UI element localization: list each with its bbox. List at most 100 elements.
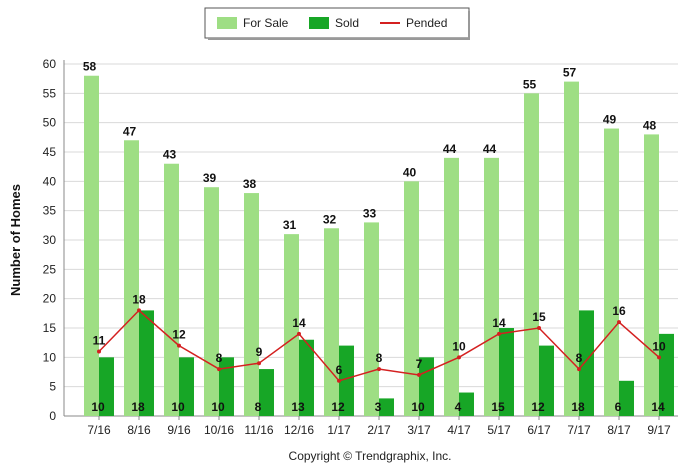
x-tick-label: 10/16 (204, 423, 234, 437)
data-label-pended: 11 (93, 333, 106, 347)
bar-sold (259, 369, 274, 416)
legend-swatch-for-sale (217, 17, 237, 29)
x-tick-label: 8/17 (607, 423, 631, 437)
pended-line-group (97, 308, 661, 383)
data-label-for-sale: 38 (243, 177, 257, 191)
bar-for-sale (204, 187, 219, 416)
legend: For Sale Sold Pended (204, 7, 470, 40)
data-label-pended: 14 (492, 316, 506, 330)
data-label-pended: 10 (652, 339, 666, 353)
data-label-sold: 10 (171, 400, 185, 414)
x-tick-label: 8/16 (127, 423, 151, 437)
pended-point (417, 372, 421, 377)
data-label-for-sale: 47 (123, 124, 137, 138)
y-tick-label: 15 (43, 321, 57, 335)
bar-sold (579, 310, 594, 416)
data-label-for-sale: 43 (163, 148, 177, 162)
legend-label-for-sale: For Sale (243, 16, 289, 30)
data-label-sold: 6 (615, 400, 622, 414)
bar-for-sale (604, 128, 619, 417)
bar-for-sale (84, 75, 99, 416)
data-label-sold: 10 (91, 400, 105, 414)
data-label-sold: 10 (411, 400, 425, 414)
bar-sold (659, 333, 674, 416)
y-tick-label: 30 (43, 233, 57, 247)
bar-sold (299, 339, 314, 416)
data-label-for-sale: 55 (523, 77, 537, 91)
legend-shadow (468, 11, 470, 40)
legend-shadow-bottom (208, 38, 470, 40)
bar-sold (499, 328, 514, 416)
copyright-text: Copyright © Trendgraphix, Inc. (289, 449, 452, 463)
data-label-sold: 3 (375, 400, 382, 414)
bar-for-sale (284, 234, 299, 416)
data-label-pended: 6 (336, 363, 343, 377)
bar-sold (539, 345, 554, 416)
data-label-sold: 18 (131, 400, 145, 414)
pended-point (217, 367, 221, 372)
data-label-for-sale: 49 (603, 113, 617, 127)
y-tick-label: 25 (43, 262, 57, 276)
bar-sold (339, 345, 354, 416)
data-label-pended: 15 (532, 310, 546, 324)
x-tick-label: 5/17 (487, 423, 511, 437)
y-tick-label: 50 (43, 116, 57, 130)
bar-for-sale (324, 228, 339, 416)
pended-point (297, 331, 301, 336)
data-label-pended: 10 (452, 339, 466, 353)
x-tick-label: 12/16 (284, 423, 314, 437)
data-label-for-sale: 44 (483, 142, 497, 156)
x-tick-label: 4/17 (447, 423, 471, 437)
data-label-pended: 8 (576, 351, 583, 365)
data-label-pended: 14 (292, 316, 306, 330)
y-tick-label: 20 (43, 292, 57, 306)
data-label-for-sale: 58 (83, 60, 97, 74)
data-label-for-sale: 48 (643, 118, 657, 132)
y-axis-title: Number of Homes (8, 184, 23, 296)
bar-for-sale (404, 181, 419, 416)
bar-sold (619, 380, 634, 416)
y-tick-label: 10 (43, 350, 57, 364)
pended-point (617, 320, 621, 325)
legend-label-pended: Pended (406, 16, 447, 30)
y-tick-label: 60 (43, 57, 57, 71)
bar-for-sale (644, 134, 659, 416)
pended-point (137, 308, 141, 313)
data-labels: 5810114718184310123910838893113143212633… (83, 60, 666, 414)
data-label-sold: 4 (455, 400, 462, 414)
y-tick-label: 40 (43, 174, 57, 188)
data-label-for-sale: 44 (443, 142, 457, 156)
bars (84, 75, 674, 417)
data-label-sold: 12 (531, 400, 545, 414)
data-label-sold: 8 (255, 400, 262, 414)
data-label-pended: 16 (612, 304, 626, 318)
bar-for-sale (124, 140, 139, 416)
y-tick-label: 45 (43, 145, 57, 159)
data-label-for-sale: 39 (203, 171, 217, 185)
pended-point (577, 367, 581, 372)
bar-for-sale (524, 93, 539, 416)
x-tick-label: 9/17 (647, 423, 671, 437)
bar-sold (219, 357, 234, 416)
data-label-pended: 7 (416, 357, 423, 371)
pended-point (177, 343, 181, 348)
x-tick-label: 9/16 (167, 423, 191, 437)
pended-point (377, 367, 381, 372)
legend-swatch-sold (309, 17, 329, 29)
y-tick-label: 35 (43, 204, 57, 218)
bar-for-sale (164, 163, 179, 416)
legend-frame (204, 7, 470, 39)
pended-point (457, 355, 461, 360)
y-tick-label: 5 (49, 380, 56, 394)
data-label-pended: 9 (256, 345, 263, 359)
data-label-pended: 12 (172, 328, 186, 342)
bar-sold (459, 392, 474, 416)
data-label-sold: 10 (211, 400, 225, 414)
data-label-for-sale: 31 (283, 218, 297, 232)
data-label-pended: 18 (132, 292, 146, 306)
bar-sold (379, 398, 394, 416)
bar-for-sale (564, 81, 579, 416)
data-label-pended: 8 (216, 351, 223, 365)
data-label-sold: 18 (571, 400, 585, 414)
data-label-for-sale: 33 (363, 206, 377, 220)
